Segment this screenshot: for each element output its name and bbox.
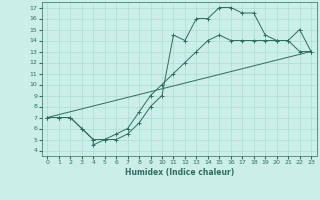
X-axis label: Humidex (Indice chaleur): Humidex (Indice chaleur): [124, 168, 234, 177]
